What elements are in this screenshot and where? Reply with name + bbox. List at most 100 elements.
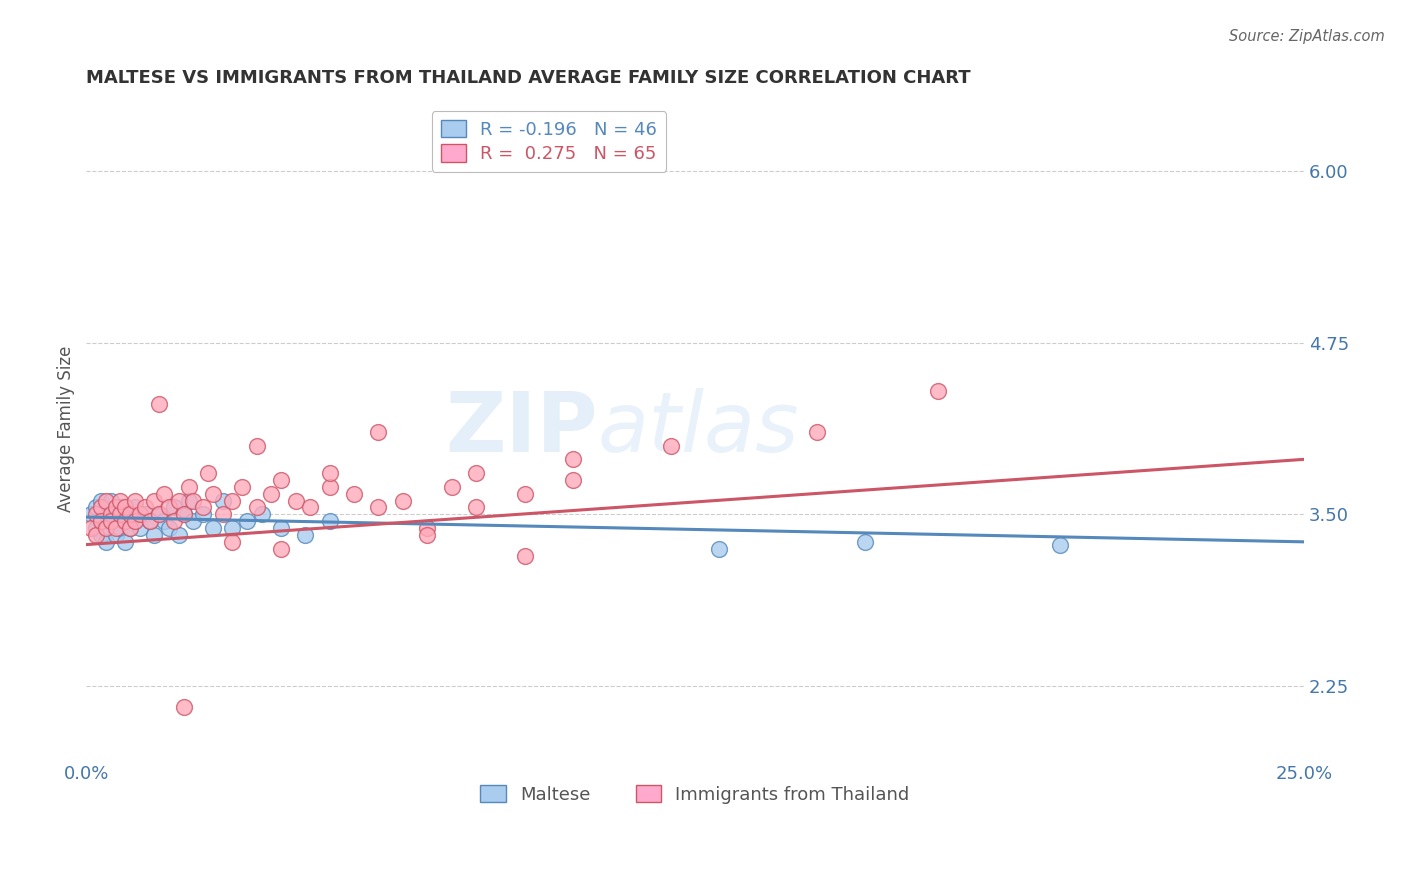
Point bbox=[148, 397, 170, 411]
Point bbox=[124, 514, 146, 528]
Legend: Maltese, Immigrants from Thailand: Maltese, Immigrants from Thailand bbox=[474, 778, 917, 811]
Point bbox=[114, 534, 136, 549]
Point bbox=[128, 521, 150, 535]
Point bbox=[221, 493, 243, 508]
Point bbox=[191, 508, 214, 522]
Point bbox=[221, 534, 243, 549]
Point bbox=[464, 500, 486, 515]
Point bbox=[806, 425, 828, 439]
Point bbox=[120, 521, 142, 535]
Point bbox=[110, 493, 132, 508]
Point bbox=[80, 508, 103, 522]
Point bbox=[138, 514, 160, 528]
Point bbox=[90, 514, 112, 528]
Point bbox=[124, 500, 146, 515]
Point bbox=[90, 500, 112, 515]
Point bbox=[211, 493, 233, 508]
Point bbox=[167, 493, 190, 508]
Point bbox=[367, 500, 389, 515]
Point bbox=[392, 493, 415, 508]
Point bbox=[94, 500, 117, 515]
Point bbox=[157, 500, 180, 515]
Point bbox=[284, 493, 307, 508]
Point bbox=[110, 500, 132, 515]
Text: atlas: atlas bbox=[598, 388, 799, 469]
Point bbox=[114, 514, 136, 528]
Point bbox=[464, 466, 486, 480]
Point bbox=[367, 425, 389, 439]
Point bbox=[104, 521, 127, 535]
Point bbox=[183, 493, 205, 508]
Point bbox=[659, 439, 682, 453]
Point bbox=[148, 508, 170, 522]
Point bbox=[148, 508, 170, 522]
Point bbox=[124, 514, 146, 528]
Point bbox=[153, 514, 176, 528]
Point bbox=[167, 528, 190, 542]
Point bbox=[84, 508, 107, 522]
Point bbox=[319, 514, 342, 528]
Point bbox=[270, 541, 292, 556]
Point bbox=[294, 528, 316, 542]
Point bbox=[246, 439, 269, 453]
Point bbox=[270, 521, 292, 535]
Point bbox=[855, 534, 877, 549]
Point bbox=[138, 514, 160, 528]
Point bbox=[84, 528, 107, 542]
Point bbox=[110, 521, 132, 535]
Point bbox=[104, 508, 127, 522]
Point bbox=[90, 493, 112, 508]
Point bbox=[90, 514, 112, 528]
Point bbox=[110, 508, 132, 522]
Point bbox=[299, 500, 322, 515]
Text: ZIP: ZIP bbox=[446, 388, 598, 469]
Point bbox=[191, 500, 214, 515]
Point bbox=[94, 493, 117, 508]
Point bbox=[100, 514, 122, 528]
Point bbox=[416, 521, 439, 535]
Point bbox=[84, 521, 107, 535]
Point bbox=[927, 384, 949, 398]
Point bbox=[114, 514, 136, 528]
Point bbox=[173, 699, 195, 714]
Point bbox=[120, 508, 142, 522]
Point bbox=[343, 487, 366, 501]
Point bbox=[562, 452, 585, 467]
Point bbox=[201, 487, 224, 501]
Point bbox=[177, 493, 200, 508]
Point bbox=[221, 521, 243, 535]
Point bbox=[177, 480, 200, 494]
Point bbox=[709, 541, 731, 556]
Point bbox=[416, 528, 439, 542]
Point bbox=[270, 473, 292, 487]
Point bbox=[120, 521, 142, 535]
Point bbox=[157, 521, 180, 535]
Point bbox=[319, 480, 342, 494]
Point bbox=[319, 466, 342, 480]
Point bbox=[124, 493, 146, 508]
Point bbox=[201, 521, 224, 535]
Point bbox=[153, 487, 176, 501]
Point bbox=[84, 500, 107, 515]
Point bbox=[104, 528, 127, 542]
Point bbox=[94, 534, 117, 549]
Point bbox=[94, 521, 117, 535]
Text: MALTESE VS IMMIGRANTS FROM THAILAND AVERAGE FAMILY SIZE CORRELATION CHART: MALTESE VS IMMIGRANTS FROM THAILAND AVER… bbox=[86, 69, 972, 87]
Point bbox=[128, 508, 150, 522]
Point bbox=[236, 514, 259, 528]
Point bbox=[513, 549, 536, 563]
Point bbox=[134, 500, 156, 515]
Point bbox=[100, 508, 122, 522]
Point bbox=[100, 514, 122, 528]
Point bbox=[513, 487, 536, 501]
Point bbox=[100, 508, 122, 522]
Point bbox=[100, 493, 122, 508]
Point bbox=[211, 508, 233, 522]
Point bbox=[1049, 538, 1071, 552]
Point bbox=[260, 487, 283, 501]
Point bbox=[246, 500, 269, 515]
Point bbox=[562, 473, 585, 487]
Point bbox=[114, 500, 136, 515]
Point bbox=[250, 508, 273, 522]
Point bbox=[231, 480, 253, 494]
